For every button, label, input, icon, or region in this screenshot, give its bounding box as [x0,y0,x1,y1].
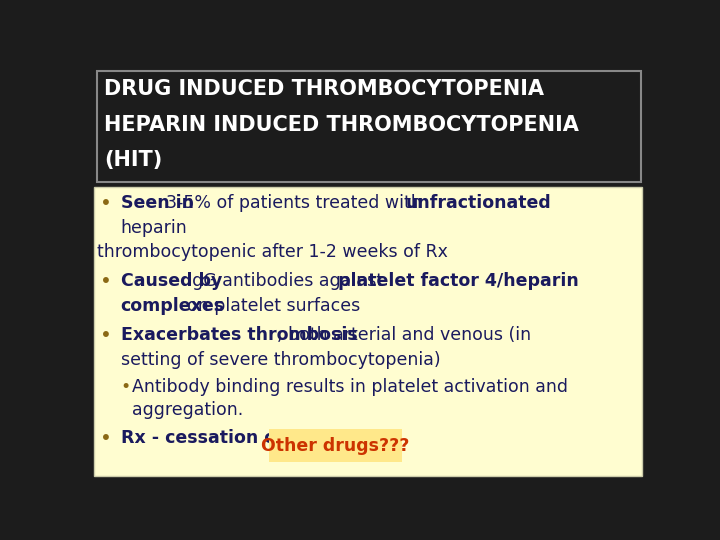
FancyBboxPatch shape [96,71,642,182]
Text: Caused by: Caused by [121,272,222,291]
Text: IgG antibodies against: IgG antibodies against [186,272,382,291]
FancyBboxPatch shape [94,187,642,476]
Text: , both arterial and venous (in: , both arterial and venous (in [277,326,531,344]
Text: (HIT): (HIT) [104,150,162,170]
Text: Seen in: Seen in [121,194,194,212]
Text: HEPARIN INDUCED THROMBOCYTOPENIA: HEPARIN INDUCED THROMBOCYTOPENIA [104,114,579,134]
Text: aggregation.: aggregation. [132,401,243,420]
Text: •: • [100,429,112,448]
Text: •: • [100,326,112,345]
Text: Antibody binding results in platelet activation and: Antibody binding results in platelet act… [132,377,568,396]
FancyBboxPatch shape [269,429,402,462]
Text: heparin: heparin [121,219,187,237]
Text: thrombocytopenic after 1-2 weeks of Rx: thrombocytopenic after 1-2 weeks of Rx [96,244,448,261]
Text: Rx - cessation of heparin: Rx - cessation of heparin [121,429,365,447]
Text: unfractionated: unfractionated [405,194,551,212]
Text: •: • [100,194,112,213]
Text: Other drugs???: Other drugs??? [261,437,410,455]
Text: 3-5% of patients treated with: 3-5% of patients treated with [166,194,422,212]
Text: Exacerbates thrombosis: Exacerbates thrombosis [121,326,357,344]
Text: on platelet surfaces: on platelet surfaces [186,297,360,315]
Text: complexes: complexes [121,297,225,315]
Text: platelet factor 4/heparin: platelet factor 4/heparin [338,272,579,291]
Text: DRUG INDUCED THROMBOCYTOPENIA: DRUG INDUCED THROMBOCYTOPENIA [104,79,544,99]
Text: setting of severe thrombocytopenia): setting of severe thrombocytopenia) [121,351,441,369]
Text: •: • [121,377,131,396]
Text: •: • [100,272,112,291]
